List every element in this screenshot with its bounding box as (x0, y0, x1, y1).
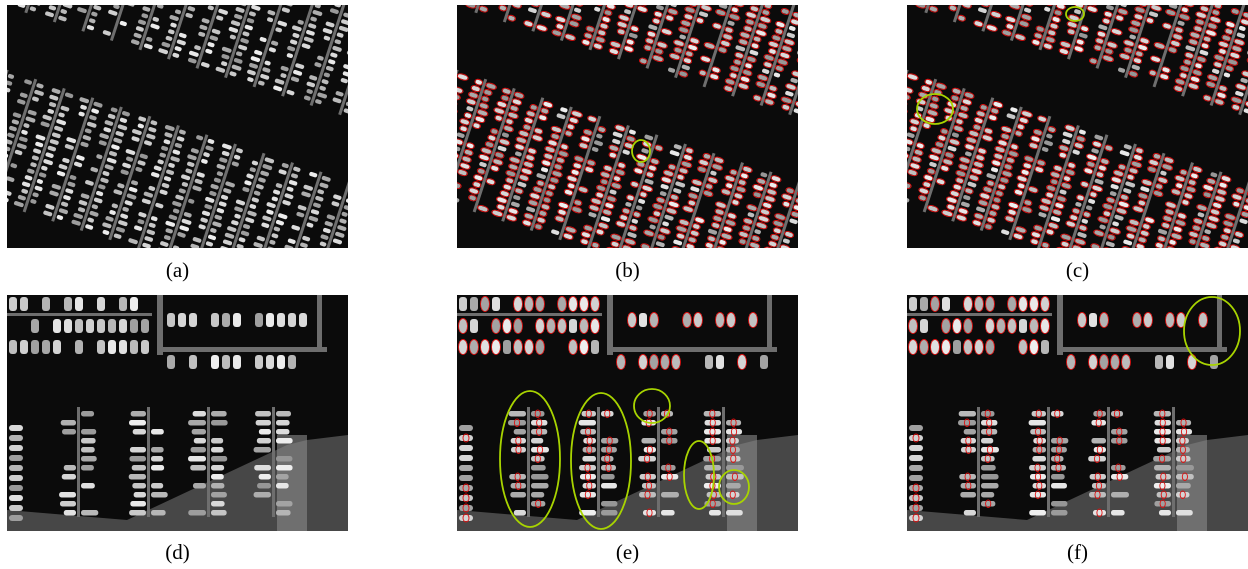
highlight-circle (633, 388, 671, 424)
panel-e-svg (457, 295, 798, 531)
caption-c: (c) (1065, 258, 1090, 282)
highlight-circle (718, 469, 750, 505)
panel-b-image (457, 5, 798, 248)
caption-b: (b) (615, 258, 640, 282)
panel-e-image (457, 295, 798, 531)
detections (457, 5, 798, 248)
highlight-circle (499, 390, 561, 528)
caption-d: (d) (165, 540, 190, 564)
panel-f-image (907, 295, 1248, 531)
panel-a-svg (7, 5, 348, 248)
highlight-circle (631, 139, 651, 163)
marina-scene (457, 5, 798, 248)
panel-c-image (907, 5, 1248, 248)
highlight-circle (1065, 6, 1085, 22)
caption-f: (f) (1067, 540, 1088, 564)
panel-f-svg (907, 295, 1248, 531)
marina-scene (907, 5, 1248, 248)
caption-e: (e) (615, 540, 640, 564)
harbor-scene (7, 295, 348, 531)
harbor-scene (907, 295, 1248, 531)
highlight-circle (683, 440, 715, 510)
marina-scene (7, 5, 348, 248)
detections (458, 296, 758, 523)
detections (908, 296, 1208, 523)
highlight-circle (570, 392, 632, 530)
highlight-circle (916, 93, 954, 125)
caption-a: (a) (165, 258, 190, 282)
panel-d-svg (7, 295, 348, 531)
panel-b-svg (457, 5, 798, 248)
panel-d-image (7, 295, 348, 531)
highlight-circle (1183, 296, 1241, 366)
panel-c-svg (907, 5, 1248, 248)
panel-a-image (7, 5, 348, 248)
detections (907, 5, 1248, 248)
